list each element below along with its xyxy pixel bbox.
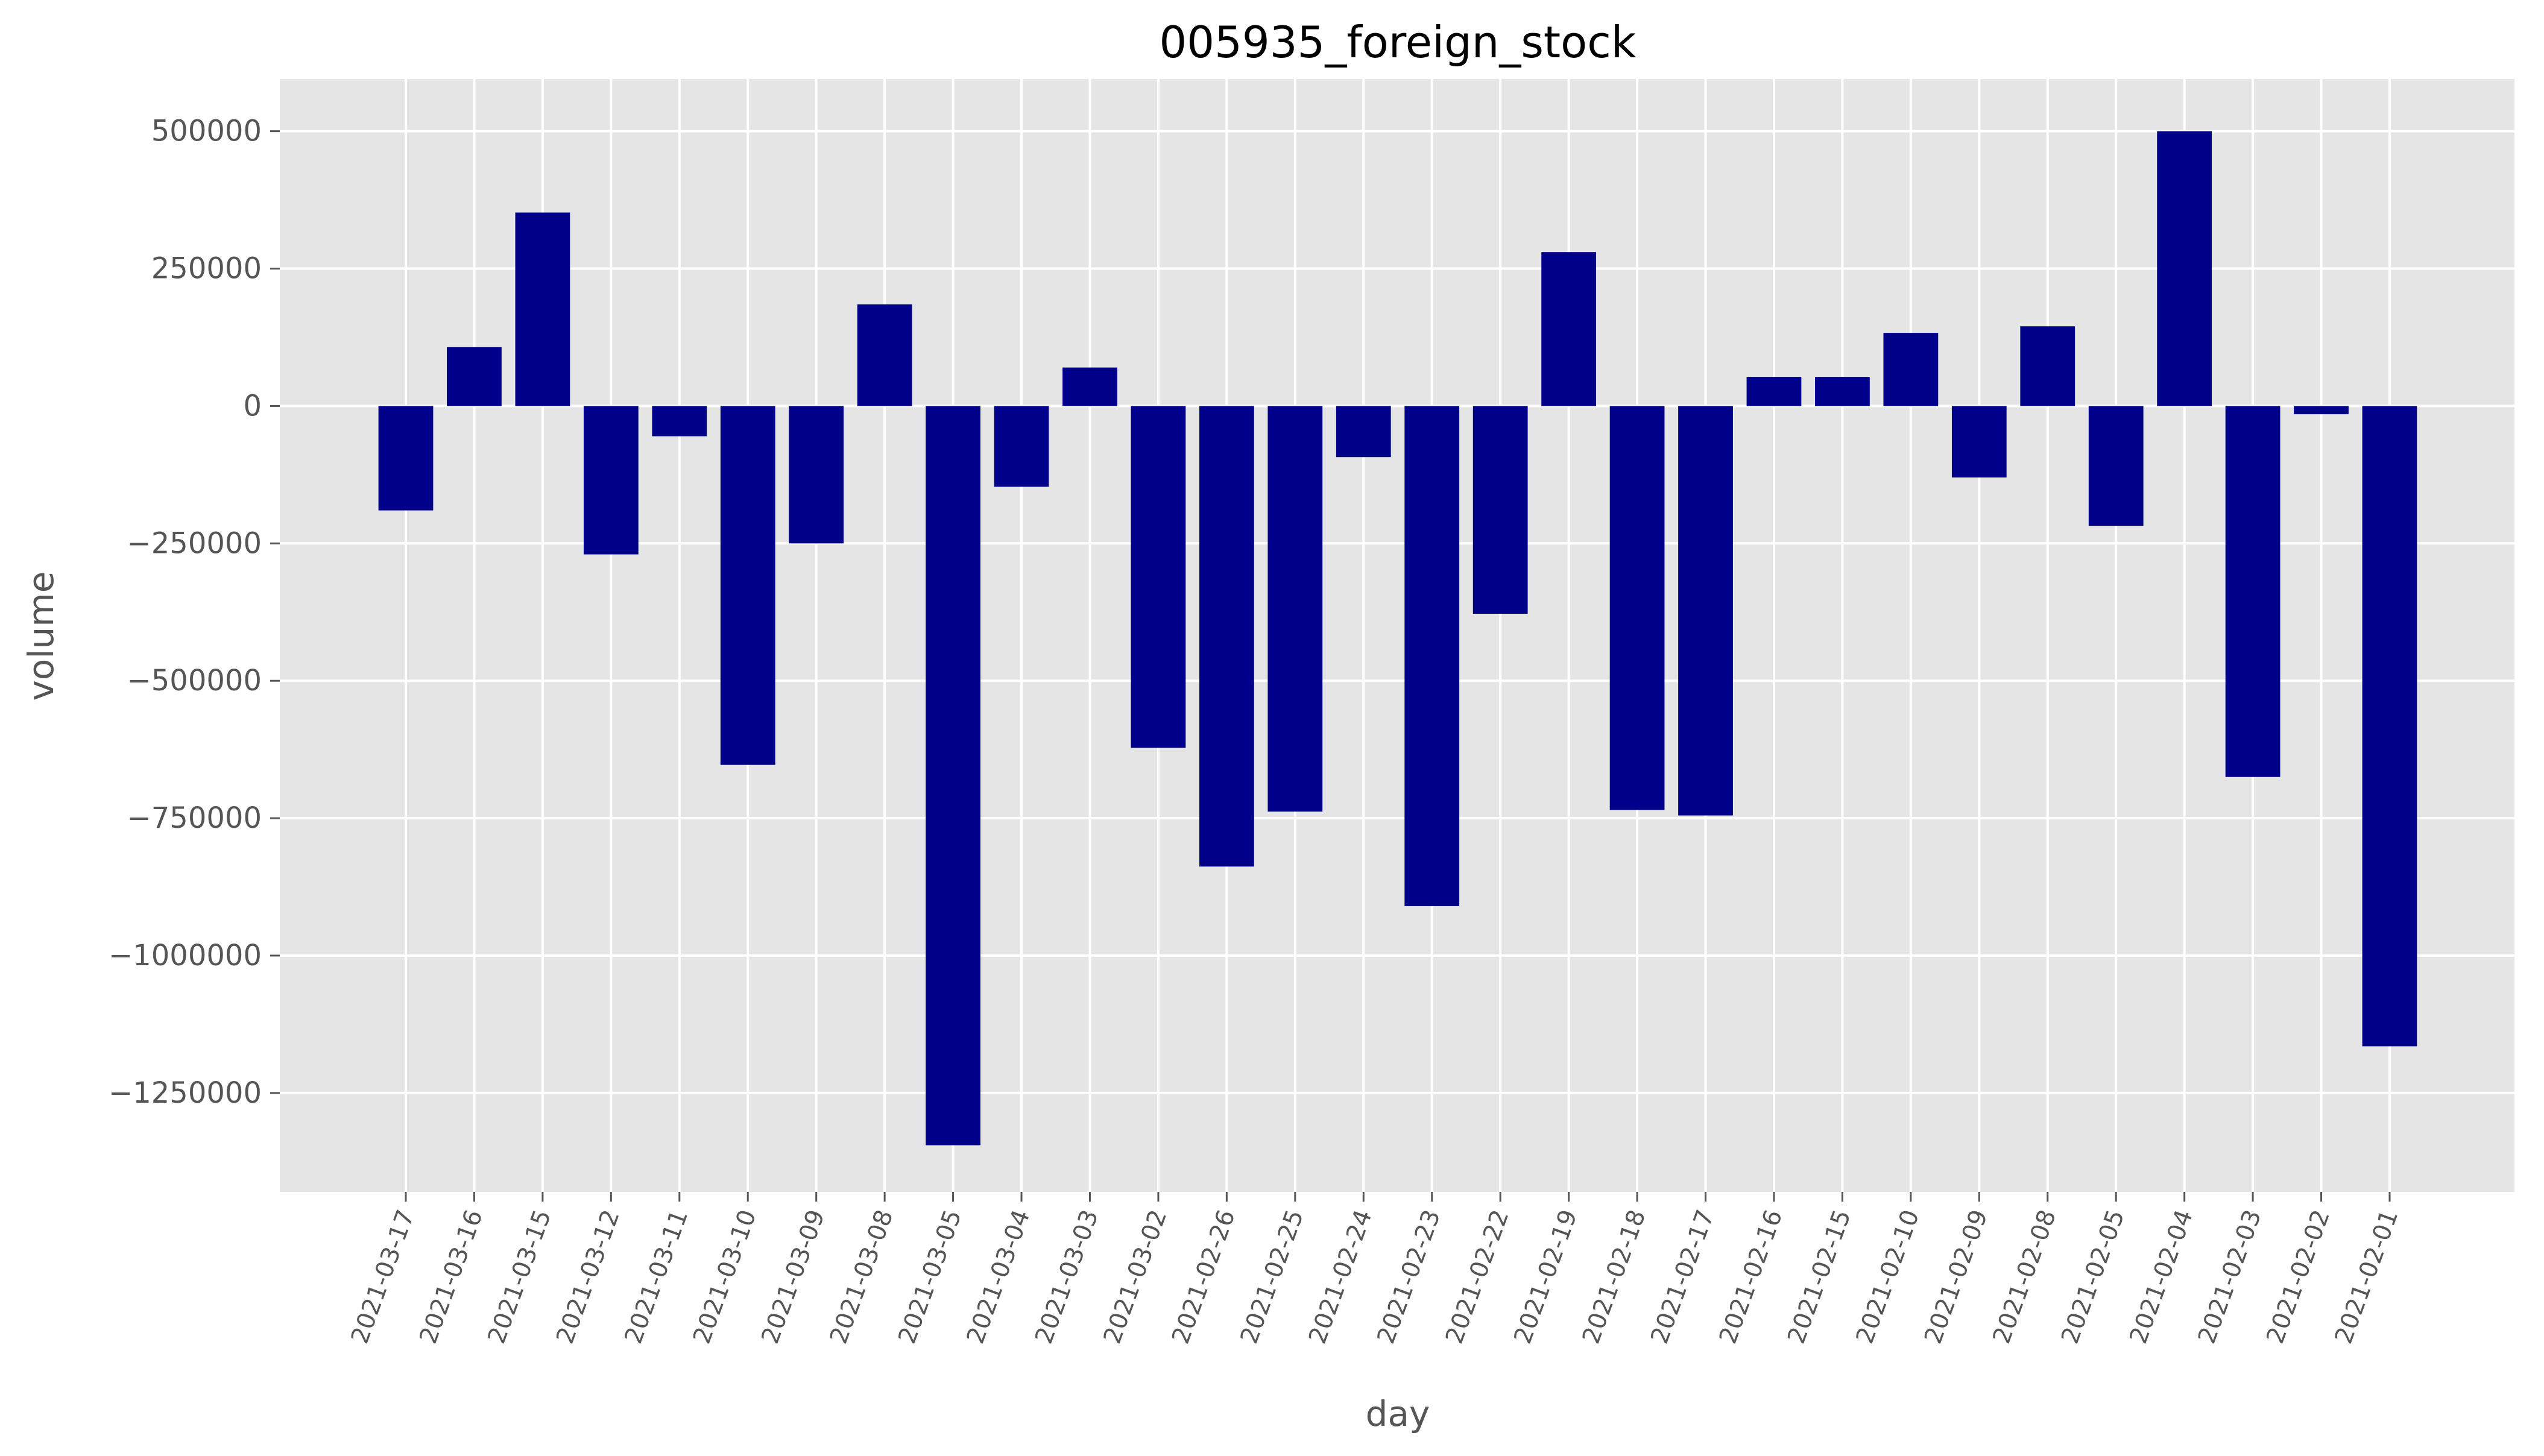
x-tick-label: 2021-02-19 — [1509, 1206, 1583, 1347]
x-tick-label: 2021-02-25 — [1235, 1206, 1309, 1347]
bar — [1199, 406, 1254, 867]
x-tick-label: 2021-03-04 — [962, 1206, 1036, 1347]
bar — [789, 406, 844, 544]
bar — [2362, 406, 2417, 1047]
y-ticks: 500000 250000 0 −250000 −500000 −750000 −10000… — [109, 115, 280, 1110]
bar — [1678, 406, 1733, 816]
x-tick-label: 2021-03-08 — [825, 1206, 899, 1347]
bar — [1472, 406, 1528, 614]
x-tick-label: 2021-02-22 — [1441, 1206, 1515, 1347]
y-tick-label: −1000000 — [109, 939, 262, 972]
y-tick-label: 0 — [243, 389, 262, 423]
x-tick-label: 2021-03-12 — [551, 1206, 625, 1347]
x-tick-label: 2021-02-24 — [1304, 1206, 1378, 1347]
x-tick-label: 2021-03-16 — [414, 1206, 488, 1347]
x-ticks: 2021-03-172021-03-162021-03-152021-03-12… — [346, 1192, 2404, 1347]
bar — [652, 406, 707, 436]
bar — [1131, 406, 1186, 748]
x-tick-label: 2021-02-10 — [1851, 1206, 1925, 1347]
bar — [378, 406, 434, 511]
y-tick-label: 500000 — [151, 115, 262, 148]
bar — [720, 406, 775, 765]
bar — [926, 406, 980, 1146]
bar — [1336, 406, 1391, 458]
x-tick-label: 2021-03-05 — [893, 1206, 967, 1347]
bar — [1951, 406, 2007, 477]
bar — [2294, 406, 2349, 415]
y-tick-label: −1250000 — [109, 1076, 262, 1110]
bars — [378, 131, 2417, 1146]
x-tick-label: 2021-02-23 — [1372, 1206, 1446, 1347]
x-tick-label: 2021-03-17 — [346, 1206, 420, 1347]
x-tick-label: 2021-02-05 — [2056, 1206, 2130, 1347]
x-tick-label: 2021-03-10 — [688, 1206, 762, 1347]
chart-title: 005935_foreign_stock — [1160, 17, 1637, 68]
bar — [515, 212, 570, 406]
x-tick-label: 2021-02-09 — [1919, 1206, 1993, 1347]
bar — [1746, 377, 1802, 406]
bar — [2225, 406, 2280, 777]
y-tick-label: −500000 — [127, 664, 262, 698]
bar — [1609, 406, 1665, 810]
bar — [1404, 406, 1460, 906]
y-axis-label: volume — [21, 572, 62, 701]
x-tick-label: 2021-03-15 — [483, 1206, 557, 1347]
bar — [994, 406, 1049, 487]
x-tick-label: 2021-03-11 — [619, 1206, 693, 1347]
x-tick-label: 2021-02-01 — [2330, 1206, 2404, 1347]
x-tick-label: 2021-03-02 — [1099, 1206, 1173, 1347]
x-tick-label: 2021-02-03 — [2193, 1206, 2267, 1347]
x-tick-label: 2021-02-08 — [1987, 1206, 2062, 1347]
bar — [1541, 252, 1596, 406]
plot-area — [280, 79, 2514, 1192]
y-tick-label: 250000 — [151, 252, 262, 286]
x-tick-label: 2021-02-17 — [1646, 1206, 1720, 1347]
x-tick-label: 2021-02-04 — [2124, 1206, 2198, 1347]
bar — [447, 347, 502, 406]
y-tick-label: −750000 — [127, 801, 262, 835]
bar — [2157, 131, 2212, 406]
bar — [2088, 406, 2144, 526]
x-tick-label: 2021-02-15 — [1782, 1206, 1857, 1347]
bar — [1267, 406, 1323, 812]
x-tick-label: 2021-02-02 — [2261, 1206, 2335, 1347]
x-tick-label: 2021-02-26 — [1167, 1206, 1241, 1347]
x-tick-label: 2021-02-18 — [1577, 1206, 1652, 1347]
y-tick-label: −250000 — [127, 526, 262, 560]
bar — [1815, 377, 1870, 406]
bar — [583, 406, 639, 555]
x-tick-label: 2021-03-09 — [756, 1206, 830, 1347]
bar — [1062, 367, 1117, 406]
bar — [2020, 326, 2075, 406]
bar — [1883, 333, 1939, 406]
x-tick-label: 2021-02-16 — [1714, 1206, 1788, 1347]
bar — [857, 304, 912, 406]
x-tick-label: 2021-03-03 — [1030, 1206, 1104, 1347]
x-axis-label: day — [1366, 1393, 1430, 1434]
